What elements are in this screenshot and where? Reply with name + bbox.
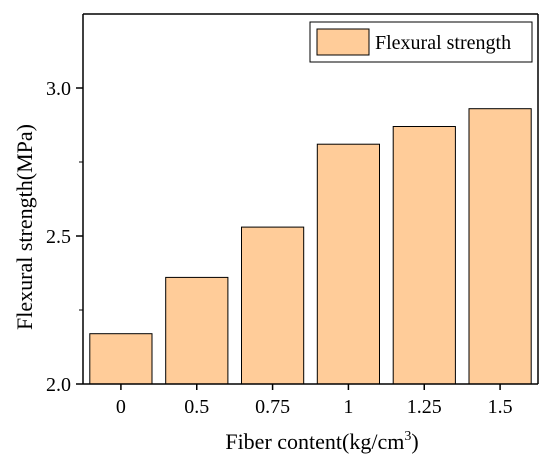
x-tick-label: 0.75 xyxy=(255,396,290,418)
bar-0.75 xyxy=(241,226,305,385)
x-tick-label: 1 xyxy=(343,396,353,418)
legend: Flexural strength xyxy=(309,21,533,63)
x-axis-title: Fiber content(kg/cm3) xyxy=(225,429,418,454)
bar-1 xyxy=(316,143,380,385)
x-tick-label: 1.5 xyxy=(488,396,513,418)
ticks-layer: 0 0.5 0.75 1 1.25 1.5 2.0 2.5 3.0 xyxy=(46,78,513,418)
bar-1.25 xyxy=(392,126,456,385)
x-tick-label: 0.5 xyxy=(184,396,209,418)
bar-0.5 xyxy=(165,276,229,385)
y-axis-title: Flexural strength(MPa) xyxy=(12,124,37,330)
legend-swatch xyxy=(316,28,370,56)
y-tick-label: 2.0 xyxy=(46,374,71,396)
bar-0 xyxy=(89,333,153,385)
x-tick-label: 1.25 xyxy=(407,396,442,418)
y-tick-label: 3.0 xyxy=(46,78,71,100)
y-tick-label: 2.5 xyxy=(46,226,71,248)
legend-label: Flexural strength xyxy=(375,32,511,54)
bars-layer xyxy=(89,108,532,385)
bar-1.5 xyxy=(468,108,532,385)
x-tick-label: 0 xyxy=(116,396,126,418)
